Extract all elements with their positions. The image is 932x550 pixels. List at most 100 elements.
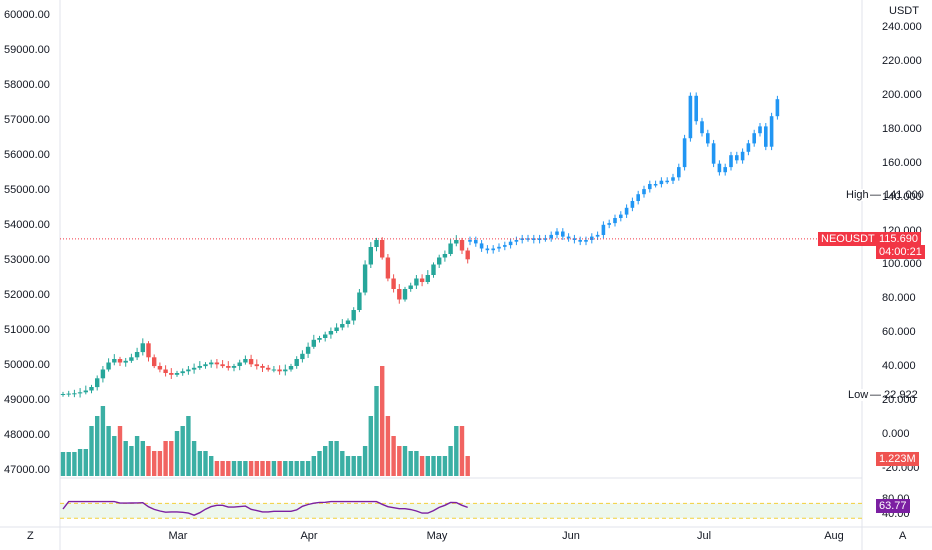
zoom-button[interactable]: Z — [27, 530, 34, 542]
candle-body — [642, 189, 646, 195]
candle-body — [328, 331, 334, 335]
candle-body — [578, 240, 582, 242]
candle-body — [294, 359, 299, 366]
right-axis-tick-label: 100.000 — [882, 258, 922, 271]
candle-body — [514, 240, 519, 242]
volume-bar — [271, 461, 277, 476]
right-axis-tick-label: 0.000 — [882, 428, 910, 441]
candle-body — [271, 369, 277, 371]
volume-bar — [237, 461, 242, 476]
volume-bar — [180, 426, 185, 476]
candle-body — [95, 378, 100, 388]
volume-bar — [300, 461, 305, 476]
left-axis-tick-label: 50000.00 — [4, 359, 50, 371]
volume-bar — [95, 416, 100, 476]
candle-body — [385, 257, 391, 279]
volume-bar — [191, 441, 197, 476]
candle-body — [584, 240, 588, 242]
candle-body — [619, 214, 623, 218]
volume-bar — [465, 456, 470, 476]
candle-body — [163, 369, 168, 373]
volume-bar — [454, 426, 459, 476]
volume-bar — [362, 446, 368, 476]
candle-body — [112, 359, 117, 363]
current-price-tag: 115.690 — [876, 231, 921, 246]
volume-bar — [203, 451, 208, 476]
candle-body — [237, 362, 242, 366]
left-axis-tick-label: 47000.00 — [4, 464, 50, 476]
volume-bar — [459, 426, 465, 476]
candle-body — [260, 366, 265, 368]
candle-body — [459, 240, 465, 251]
x-axis-month-label: Apr — [300, 530, 318, 542]
volume-bar — [197, 451, 202, 476]
candle-body — [532, 238, 536, 240]
volume-bar — [442, 456, 448, 476]
candle-body — [345, 320, 351, 324]
rsi-line — [62, 500, 468, 516]
candle-body — [746, 143, 751, 152]
candle-body — [648, 184, 652, 190]
candle-body — [123, 360, 128, 363]
volume-bar — [357, 456, 362, 476]
volume-bar — [72, 452, 77, 476]
candle-body — [248, 359, 254, 365]
volume-bar — [248, 461, 254, 476]
candle-body — [700, 121, 704, 134]
volume-bar — [243, 461, 248, 476]
volume-bar — [266, 461, 271, 476]
candle-body — [682, 138, 687, 168]
candle-body — [77, 392, 83, 394]
countdown-tag: 04:00:21 — [876, 244, 925, 259]
candle-body — [231, 366, 237, 368]
right-axis-tick-label: 160.000 — [882, 156, 922, 169]
volume-bar — [408, 451, 413, 476]
candle-body — [129, 357, 134, 361]
candle-body — [305, 346, 311, 354]
candle-body — [537, 238, 542, 240]
candle-body — [543, 238, 548, 240]
candle-body — [243, 359, 248, 363]
volume-bar — [345, 456, 351, 476]
candle-body — [169, 373, 174, 375]
candle-body — [174, 373, 180, 375]
x-axis-month-label: May — [426, 530, 448, 542]
candle-body — [491, 248, 495, 251]
candle-body — [357, 292, 362, 310]
candle-body — [117, 359, 123, 363]
candle-body — [226, 366, 231, 368]
volume-bar — [231, 461, 237, 476]
volume-bar — [374, 386, 379, 476]
volume-bar — [260, 461, 265, 476]
auto-scale-button[interactable]: A — [899, 530, 907, 542]
candle-body — [711, 143, 716, 164]
candle-body — [740, 151, 745, 161]
candle-body — [694, 95, 698, 122]
volume-bar — [157, 451, 163, 476]
candle-body — [140, 343, 145, 353]
volume-bar — [186, 416, 191, 476]
candle-body — [624, 207, 629, 215]
candle-body — [368, 247, 373, 265]
left-axis-tick-label: 52000.00 — [4, 289, 50, 301]
candle-body — [688, 95, 693, 139]
candle-body — [72, 393, 77, 395]
volume-bar — [448, 446, 453, 476]
candle-body — [300, 353, 305, 360]
x-axis-month-label: Mar — [168, 530, 188, 542]
volume-bar — [305, 461, 311, 476]
candle-body — [391, 278, 396, 289]
volume-bar — [106, 426, 111, 476]
volume-bar — [129, 446, 134, 476]
candle-body — [758, 126, 762, 134]
candle-body — [613, 218, 617, 224]
left-axis-tick-label: 60000.00 — [4, 9, 50, 21]
right-axis-tick-label: 20.000 — [882, 394, 916, 407]
candle-body — [66, 393, 71, 395]
candle-body — [752, 133, 756, 144]
candle-body — [288, 366, 294, 370]
candle-body — [323, 334, 328, 338]
left-axis-tick-label: 55000.00 — [4, 184, 50, 196]
candle-body — [630, 201, 635, 208]
